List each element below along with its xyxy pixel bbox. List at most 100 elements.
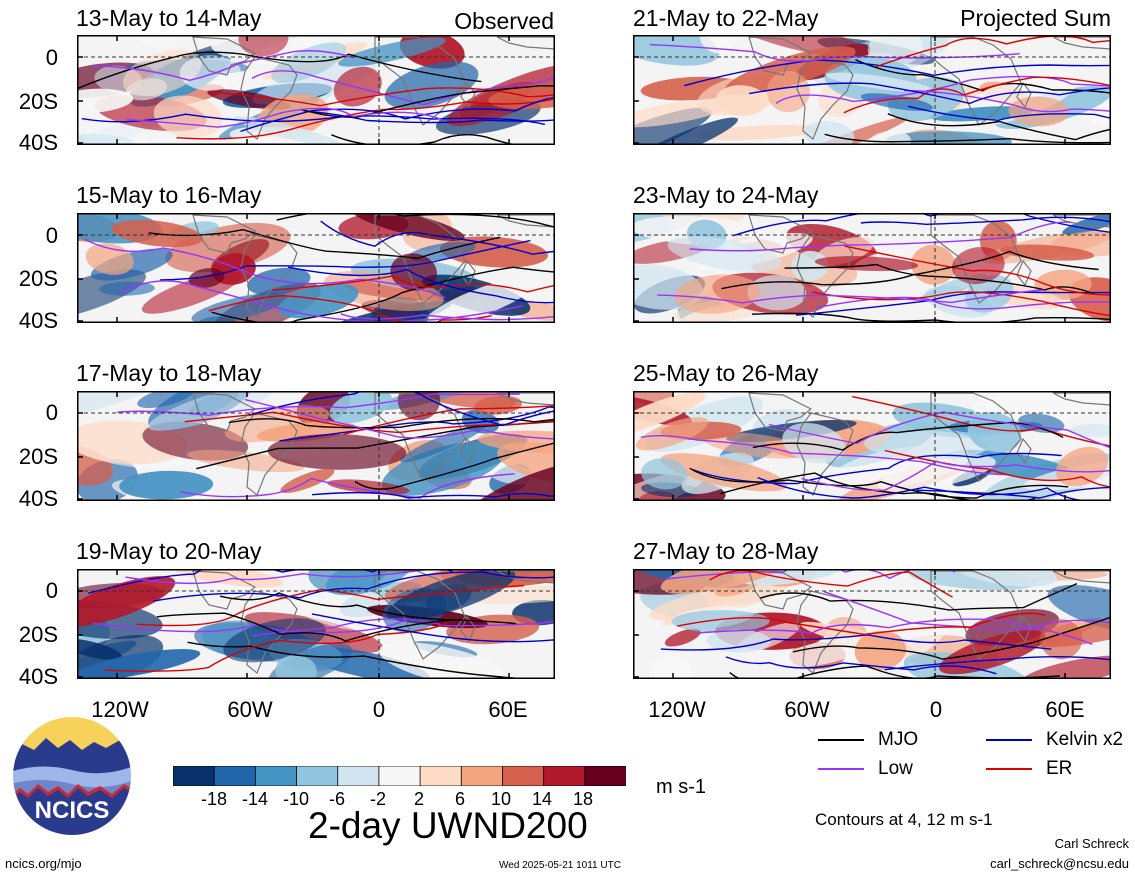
colorbar-swatch xyxy=(502,765,545,787)
map-panel xyxy=(77,569,555,679)
wind-anomaly-blob xyxy=(457,462,555,501)
colorbar-tick-label: -6 xyxy=(328,789,345,809)
wind-anomaly-blob xyxy=(949,569,1057,587)
wind-anomaly-blob xyxy=(635,417,709,451)
coastline xyxy=(748,36,813,76)
coastline xyxy=(748,570,813,610)
wind-anomaly-blob xyxy=(660,569,802,594)
wave-contour xyxy=(208,295,492,323)
coastline xyxy=(240,590,298,674)
lon-label: 0 xyxy=(929,697,943,722)
wind-anomaly-blob xyxy=(1062,213,1111,235)
coastline xyxy=(1016,259,1032,287)
wind-anomaly-blob xyxy=(278,283,359,319)
wind-anomaly-blob xyxy=(384,61,479,109)
panel-title: 15-May to 16-May xyxy=(76,182,262,208)
wind-anomaly-blob xyxy=(747,275,807,311)
lon-label: 120W xyxy=(648,697,706,722)
wind-anomaly-blob xyxy=(633,35,720,66)
wave-contour xyxy=(219,592,517,625)
wave-contour xyxy=(240,96,555,133)
coastline xyxy=(192,36,257,76)
lat-label: 40S xyxy=(18,130,58,155)
wind-anomaly-blob xyxy=(153,95,223,138)
wave-contour xyxy=(187,641,542,679)
wave-contour xyxy=(211,266,555,323)
lat-label: 20S xyxy=(18,444,58,469)
legend-line-er xyxy=(986,768,1032,770)
wave-contour xyxy=(757,476,1111,501)
wind-anomaly-blob xyxy=(649,655,692,679)
wave-contour xyxy=(156,612,462,642)
lat-label: 20S xyxy=(18,622,58,647)
wave-contour xyxy=(855,59,1111,94)
wave-contour xyxy=(749,82,1111,105)
wind-anomaly-blob xyxy=(1055,446,1109,487)
wave-contour xyxy=(77,51,482,90)
coastline xyxy=(374,36,466,126)
wave-contour xyxy=(725,656,997,675)
panel-title: 17-May to 18-May xyxy=(76,360,262,386)
lat-label: 40S xyxy=(18,486,58,511)
colorbar-tick-label: 2 xyxy=(413,789,424,809)
wind-anomaly-blob xyxy=(188,268,225,288)
wind-anomaly-blob xyxy=(148,391,274,431)
wave-contour xyxy=(732,213,1111,237)
coastline xyxy=(1052,36,1111,50)
colorbar-tick-label: 10 xyxy=(490,789,512,809)
colorbar-swatch xyxy=(337,765,380,787)
colorbar-swatch xyxy=(543,765,586,787)
lat-label: 20S xyxy=(18,89,58,114)
panel-title: 25-May to 26-May xyxy=(633,360,819,386)
colorbar xyxy=(172,765,627,787)
colorbar-tick-label: 6 xyxy=(454,789,465,809)
map-panel xyxy=(633,569,1111,679)
wave-contour xyxy=(760,582,1078,611)
colorbar-swatch xyxy=(172,765,216,787)
legend-line-kelvin xyxy=(986,739,1032,741)
panel-frame xyxy=(633,213,1111,323)
coastline xyxy=(240,234,298,318)
coastline xyxy=(930,36,1022,126)
wave-contour xyxy=(824,133,1111,144)
coastline xyxy=(796,412,854,496)
lat-label: 0 xyxy=(45,400,58,425)
coastline xyxy=(192,214,257,254)
map-panel xyxy=(77,213,555,323)
coastline xyxy=(374,570,466,660)
wind-anomaly-blob xyxy=(854,630,907,670)
lon-label: 60W xyxy=(784,697,830,722)
wave-contour xyxy=(320,220,555,255)
coastline xyxy=(1052,570,1111,584)
panel-frame xyxy=(633,569,1111,679)
colorbar-tick-label: -14 xyxy=(241,789,268,809)
wave-contour xyxy=(720,472,1036,501)
colorbar-tick-label: -10 xyxy=(282,789,309,809)
wind-anomaly-blob xyxy=(633,117,738,145)
wind-anomaly-blob xyxy=(386,569,516,621)
wind-anomaly-blob xyxy=(497,442,555,484)
ncics-logo: NCICS xyxy=(10,714,134,838)
wave-contour xyxy=(208,87,555,107)
wave-contour xyxy=(311,491,555,499)
observed-label: Observed xyxy=(454,8,554,34)
wind-anomaly-blob xyxy=(939,630,1046,675)
wave-contour xyxy=(884,656,1111,671)
wind-anomaly-blob xyxy=(1069,424,1111,437)
wind-anomaly-blob xyxy=(1020,655,1111,679)
lat-label: 40S xyxy=(18,664,58,689)
map-panel xyxy=(633,391,1111,501)
coastline xyxy=(748,392,813,432)
wave-contour xyxy=(709,570,953,598)
coastline xyxy=(930,214,1022,304)
lon-label: 0 xyxy=(372,697,386,722)
coastline xyxy=(496,392,555,406)
coastline xyxy=(930,392,1022,482)
wave-contour xyxy=(752,421,1064,451)
lat-label: 40S xyxy=(18,308,58,333)
wave-contour xyxy=(907,105,1111,122)
footer-timestamp: Wed 2025-05-21 1011 UTC xyxy=(499,860,621,871)
colorbar-units: m s-1 xyxy=(656,776,706,798)
wind-anomaly-blob xyxy=(641,458,688,490)
coastline xyxy=(1016,615,1032,643)
